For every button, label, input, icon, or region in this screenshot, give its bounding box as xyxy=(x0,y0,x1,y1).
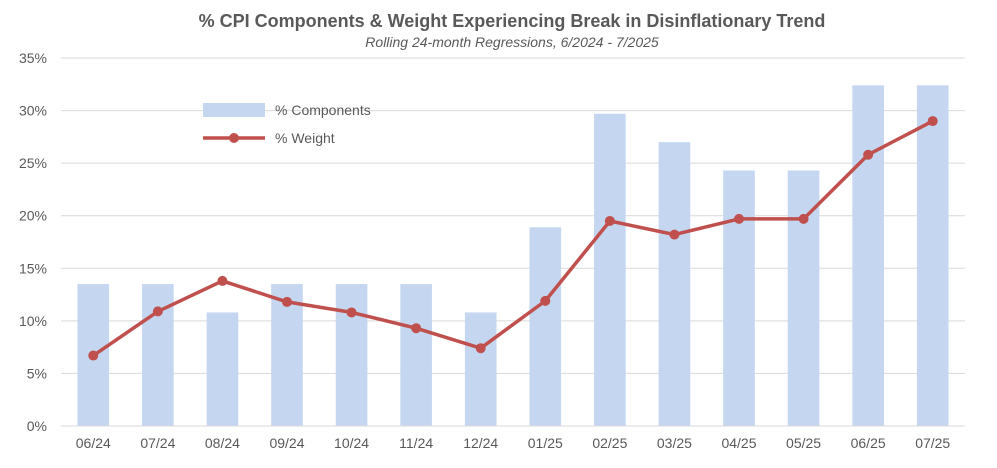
y-tick-label: 5% xyxy=(27,365,47,381)
bar-components xyxy=(658,142,691,426)
point-weight xyxy=(734,213,744,224)
y-tick-label: 20% xyxy=(19,208,47,224)
point-weight xyxy=(669,229,680,240)
bar-components xyxy=(529,227,562,426)
x-tick-label: 04/25 xyxy=(721,435,756,451)
bar-components xyxy=(787,170,820,426)
bar-components xyxy=(271,284,303,426)
y-tick-label: 10% xyxy=(19,313,47,329)
x-tick-label: 11/24 xyxy=(399,435,433,451)
bar-components xyxy=(206,312,239,426)
y-tick-label: 25% xyxy=(19,155,47,171)
bar-components xyxy=(852,85,884,426)
bar-components xyxy=(594,113,626,427)
x-tick-label: 08/24 xyxy=(205,435,240,451)
bar-components xyxy=(723,170,755,426)
point-weight xyxy=(540,295,551,306)
x-axis-ticks: 06/24 07/24 08/24 09/24 10/24 11/24 12/24 01/25… xyxy=(76,435,951,451)
x-tick-label: 02/25 xyxy=(592,435,627,451)
y-tick-label: 15% xyxy=(19,260,47,276)
x-tick-label: 06/24 xyxy=(76,435,111,451)
y-axis-ticks: 0% 5% 10% 15% 20% 25% 30% 35% xyxy=(19,50,47,434)
line-weight xyxy=(91,119,935,358)
bar-components xyxy=(335,284,368,426)
point-weight xyxy=(217,275,228,286)
x-tick-label: 01/25 xyxy=(528,435,563,451)
point-weight xyxy=(604,215,615,226)
bar-components xyxy=(464,312,497,426)
point-weight xyxy=(411,323,422,334)
x-tick-label: 07/25 xyxy=(915,435,950,451)
legend: % Components % Weight xyxy=(203,102,371,146)
point-weight xyxy=(927,116,938,127)
point-weight xyxy=(346,307,357,318)
x-tick-label: 03/25 xyxy=(657,435,692,451)
chart-subtitle: Rolling 24-month Regressions, 6/2024 - 7… xyxy=(365,34,659,50)
x-tick-label: 05/25 xyxy=(786,435,821,451)
x-tick-label: 10/24 xyxy=(334,435,369,451)
legend-swatch-weight-dot xyxy=(229,133,239,143)
x-tick-label: 12/24 xyxy=(463,435,498,451)
point-weight xyxy=(475,343,486,354)
y-tick-label: 35% xyxy=(19,50,47,66)
point-weight xyxy=(282,296,292,307)
point-weight xyxy=(152,306,163,317)
legend-swatch-components xyxy=(203,103,265,117)
legend-label-components: % Components xyxy=(275,102,371,118)
point-weight xyxy=(88,350,99,361)
x-tick-label: 06/25 xyxy=(851,435,886,451)
point-weight xyxy=(863,149,874,160)
legend-label-weight: % Weight xyxy=(275,130,335,146)
bar-components xyxy=(400,284,432,426)
y-tick-label: 30% xyxy=(19,103,47,119)
bar-components xyxy=(916,85,949,426)
line-series xyxy=(88,116,938,361)
x-tick-label: 07/24 xyxy=(140,435,175,451)
y-tick-label: 0% xyxy=(27,418,47,434)
x-tick-label: 09/24 xyxy=(269,435,304,451)
chart-title: % CPI Components & Weight Experiencing B… xyxy=(199,11,826,31)
point-weight xyxy=(798,213,809,224)
